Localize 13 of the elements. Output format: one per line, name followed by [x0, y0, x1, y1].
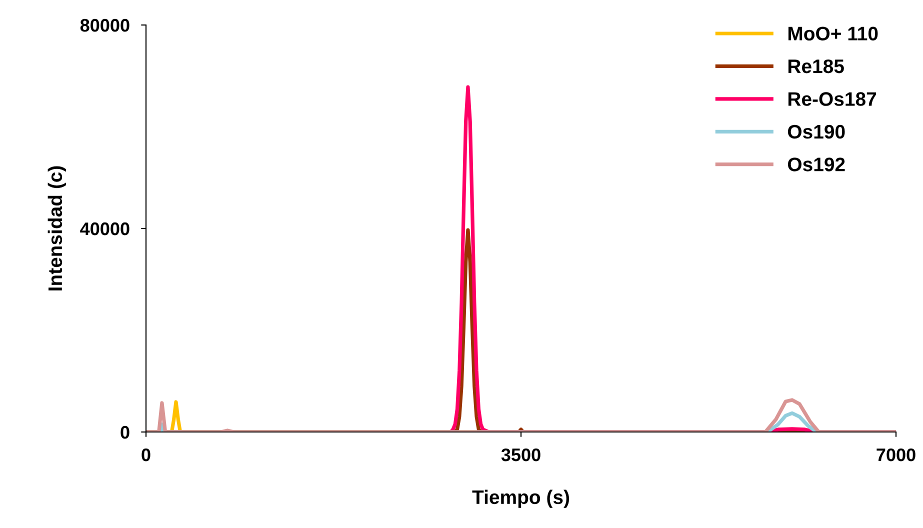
legend-label: Os190	[788, 124, 845, 139]
y-tick-label: 0	[120, 426, 130, 439]
x-axis-title: Tiempo (s)	[472, 490, 570, 508]
legend-label: Os192	[788, 158, 845, 172]
legend-label: MoO+ 110	[788, 26, 878, 41]
y-tick-label: 80000	[80, 18, 130, 32]
legend-label: Re185	[788, 59, 844, 74]
legend-label: Re-Os187	[788, 92, 876, 106]
x-tick-label: 3500	[501, 448, 540, 462]
y-axis-title: Intensidad (c)	[48, 166, 66, 290]
y-tick-label: 40000	[80, 222, 130, 236]
x-tick-label: 0	[142, 448, 150, 462]
x-tick-label: 7000	[876, 448, 916, 462]
